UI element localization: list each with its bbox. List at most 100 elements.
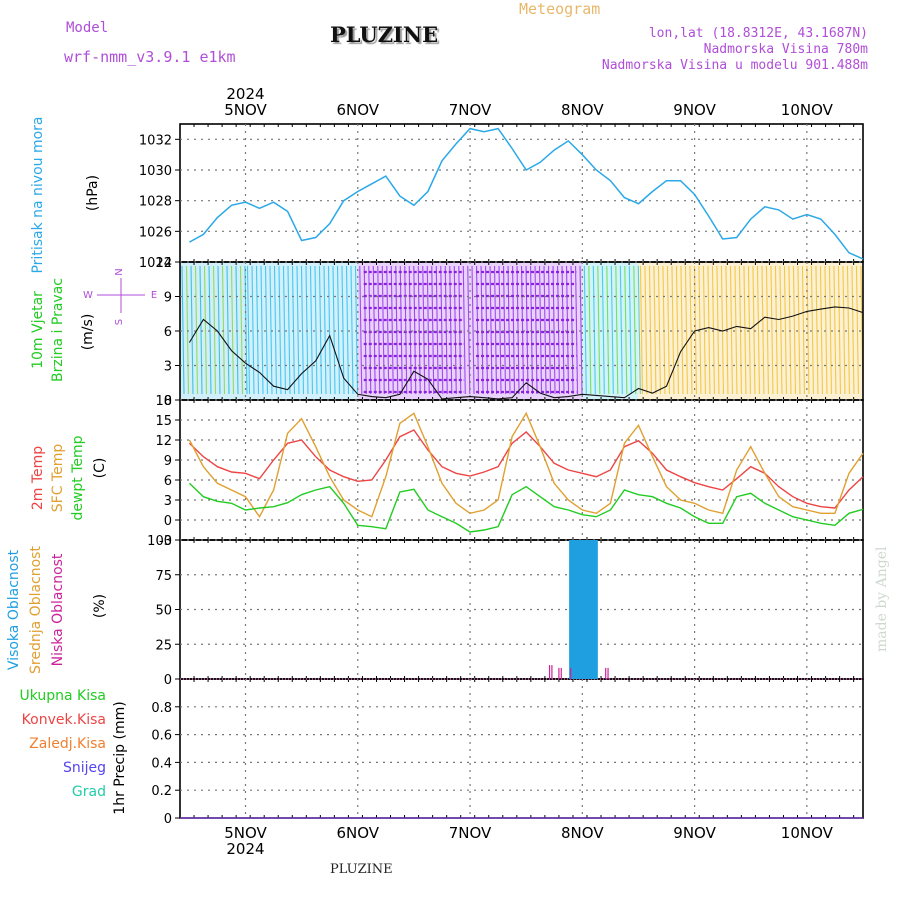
cloud-bar bbox=[607, 667, 609, 679]
wind-stroke bbox=[359, 265, 363, 395]
wind-stroke bbox=[221, 265, 226, 395]
wind-stroke bbox=[350, 265, 354, 395]
wind-axis-subtitle: Brzina i Pravac bbox=[50, 278, 66, 382]
wind-stroke bbox=[440, 265, 444, 395]
wind-stroke bbox=[341, 265, 345, 395]
wind-stroke bbox=[467, 265, 471, 395]
wind-stroke bbox=[282, 265, 287, 395]
wind-stroke bbox=[278, 265, 282, 395]
day-label-top: 5NOV bbox=[224, 101, 267, 119]
wind-stroke bbox=[386, 265, 390, 395]
wind-stroke bbox=[561, 265, 565, 395]
wind-stroke bbox=[354, 265, 359, 395]
y-tick-label: 0.2 bbox=[151, 784, 172, 799]
cloud-bar bbox=[583, 540, 587, 679]
wind-stroke bbox=[729, 265, 734, 395]
wind-stroke bbox=[707, 265, 711, 395]
wind-stroke bbox=[675, 265, 680, 395]
wind-stroke bbox=[399, 265, 403, 395]
day-label-bottom: 8NOV bbox=[561, 824, 604, 842]
pressure-axis-title: Pritisak na nivou mora bbox=[30, 116, 46, 273]
y-tick-label: 0.8 bbox=[151, 701, 172, 716]
wind-stroke bbox=[761, 265, 765, 395]
mid-cloud-axis-title: Srednja Oblacnost bbox=[28, 546, 44, 674]
wind-stroke bbox=[426, 265, 430, 395]
wind-stroke bbox=[345, 265, 350, 395]
compass-east: E bbox=[151, 290, 157, 301]
wind-stroke bbox=[666, 265, 671, 395]
wind-stroke bbox=[851, 265, 855, 395]
low-cloud-axis-title: Niska Oblacnost bbox=[50, 553, 66, 666]
precip-legend-2: Zaledj.Kisa bbox=[29, 736, 106, 752]
wind-stroke bbox=[372, 265, 376, 395]
pressure-unit: (hPa) bbox=[85, 175, 101, 211]
y-tick-label: 1026 bbox=[139, 225, 172, 240]
wind-stroke bbox=[824, 265, 828, 395]
wind-unit: (m/s) bbox=[80, 314, 96, 351]
wind-stroke bbox=[208, 265, 212, 395]
wind-stroke bbox=[653, 265, 657, 395]
wind-stroke bbox=[462, 265, 466, 395]
wind-stroke bbox=[538, 265, 543, 395]
cloud-bar bbox=[580, 540, 584, 679]
wind-stroke bbox=[689, 265, 693, 395]
wind-stroke bbox=[779, 265, 783, 395]
wind-stroke bbox=[828, 265, 833, 395]
y-tick-label: -3 bbox=[159, 534, 172, 549]
wind-stroke bbox=[408, 265, 412, 395]
high-cloud-axis-title: Visoka Oblacnost bbox=[6, 549, 22, 670]
wind-stroke bbox=[273, 265, 278, 395]
wind-stroke bbox=[529, 265, 534, 395]
wind-stroke bbox=[318, 265, 323, 395]
y-tick-label: 3 bbox=[164, 494, 172, 509]
wind-stroke bbox=[480, 265, 484, 395]
temp-line-1 bbox=[188, 411, 864, 519]
model-label: Model bbox=[66, 20, 109, 36]
wind-stroke bbox=[711, 265, 716, 395]
wind-stroke bbox=[453, 265, 457, 395]
wind-stroke bbox=[846, 265, 851, 395]
cloud-bar bbox=[551, 665, 553, 679]
wind-stroke bbox=[770, 265, 774, 395]
wind-stroke bbox=[837, 265, 842, 395]
wind-stroke bbox=[475, 265, 480, 395]
wind-stroke bbox=[806, 265, 810, 395]
wind-stroke bbox=[449, 265, 453, 395]
y-tick-label: 0.6 bbox=[151, 729, 172, 744]
wind-stroke bbox=[565, 265, 570, 395]
wind-stroke bbox=[644, 265, 648, 395]
wind-stroke bbox=[309, 265, 314, 395]
wind-stroke bbox=[615, 265, 619, 395]
wind-barb-field bbox=[180, 262, 864, 400]
compass-north: N bbox=[114, 268, 125, 275]
wind-stroke bbox=[493, 265, 498, 395]
wind-stroke bbox=[498, 265, 502, 395]
wind-stroke bbox=[377, 265, 381, 395]
temp2m-axis-title: 2m Temp bbox=[30, 446, 46, 510]
wind-stroke bbox=[511, 265, 516, 395]
wind-stroke bbox=[489, 265, 493, 395]
y-tick-label: 6 bbox=[164, 474, 172, 489]
wind-stroke bbox=[507, 265, 511, 395]
wind-stroke bbox=[235, 265, 239, 395]
wind-stroke bbox=[619, 265, 623, 395]
wind-stroke bbox=[246, 265, 251, 395]
wind-stroke bbox=[217, 265, 221, 395]
year-label-top: 2024 bbox=[226, 85, 264, 103]
cloud-bar bbox=[570, 667, 572, 679]
wind-stroke bbox=[734, 265, 738, 395]
panel-frame-4 bbox=[179, 678, 864, 819]
wind-stroke bbox=[574, 265, 579, 395]
wind-stroke bbox=[592, 265, 596, 395]
wind-stroke bbox=[693, 265, 698, 395]
product-name: Meteogram bbox=[519, 0, 601, 18]
wind-stroke bbox=[181, 265, 185, 395]
wind-stroke bbox=[547, 265, 552, 395]
precip-legend-1: Konvek.Kisa bbox=[22, 712, 106, 728]
wind-stroke bbox=[601, 265, 605, 395]
model-elevation: Nadmorska Visina u modelu 901.488m bbox=[601, 58, 868, 73]
y-tick-label: 0 bbox=[164, 394, 172, 409]
y-tick-label: 1024 bbox=[139, 256, 172, 271]
wind-stroke bbox=[502, 265, 507, 395]
wind-stroke bbox=[404, 265, 408, 395]
